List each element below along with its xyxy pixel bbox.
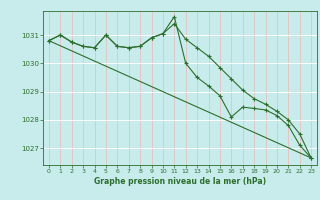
X-axis label: Graphe pression niveau de la mer (hPa): Graphe pression niveau de la mer (hPa) — [94, 177, 266, 186]
